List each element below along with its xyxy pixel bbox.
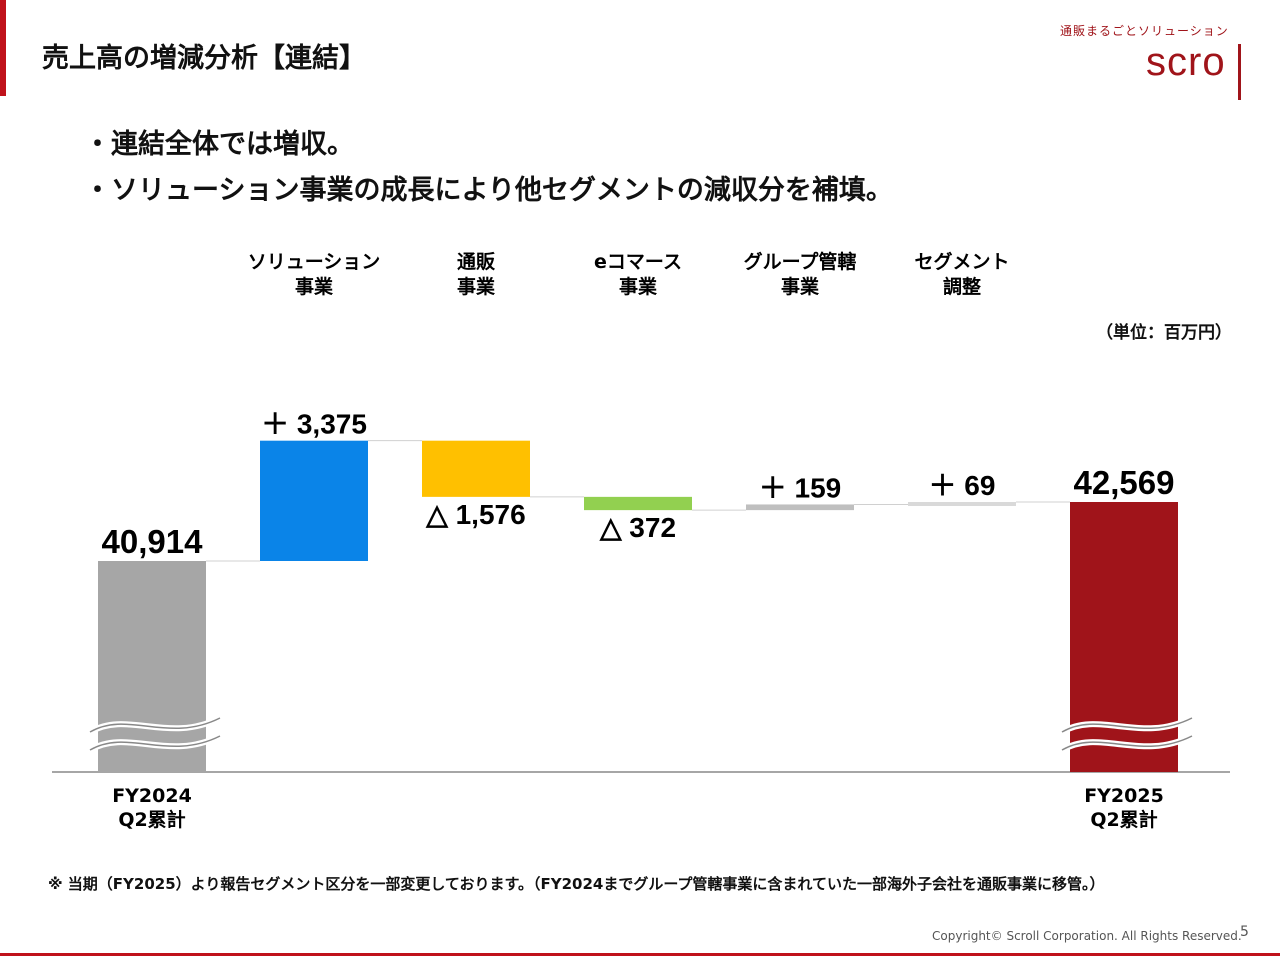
bar-4	[746, 504, 854, 511]
bar-2	[422, 440, 530, 497]
logo-mark	[1238, 44, 1241, 100]
bar-1	[260, 440, 368, 561]
data-label: △ 372	[599, 512, 676, 543]
category-label: 事業	[457, 275, 496, 298]
bar-3	[584, 496, 692, 511]
axis-break-line	[89, 735, 221, 751]
accent-bar	[0, 0, 6, 96]
bullet-item: ・連結全体では増収。	[84, 129, 354, 160]
data-label: △ 1,576	[425, 499, 525, 530]
category-label: 事業	[781, 275, 820, 298]
category-label: eコマース	[594, 251, 682, 273]
bar-5	[908, 501, 1016, 506]
logo-tagline: 通販まるごとソリューション	[1060, 24, 1229, 38]
bottom-rule	[0, 953, 1280, 956]
axis-break-line	[1061, 717, 1193, 733]
logo: scro	[1146, 40, 1226, 84]
bar-6	[1070, 501, 1178, 772]
page-title: 売上高の増減分析【連結】	[42, 43, 366, 74]
category-label: グループ管轄	[744, 250, 857, 273]
bullet-list: ・連結全体では増収。 ・ソリューション事業の成長により他セグメントの減収分を補填…	[84, 122, 893, 214]
bullet-item: ・ソリューション事業の成長により他セグメントの減収分を補填。	[84, 175, 893, 206]
data-label: 40,914	[102, 523, 204, 560]
x-tick-label: FY2025	[1084, 785, 1164, 807]
axis-break-line	[1061, 735, 1193, 751]
category-label: セグメント	[914, 250, 1009, 273]
x-tick-label: FY2024	[112, 785, 192, 807]
data-label: ＋ 159	[759, 472, 842, 503]
category-label: ソリューション	[248, 251, 381, 273]
data-label: 42,569	[1074, 464, 1175, 501]
data-label: ＋ 3,375	[261, 409, 367, 440]
category-label: 通販	[457, 251, 496, 273]
bar-0	[98, 561, 206, 772]
x-tick-label: Q2累計	[118, 808, 185, 831]
page-number: 5	[1240, 924, 1249, 940]
x-tick-label: Q2累計	[1090, 808, 1157, 831]
axis-break-line	[89, 717, 221, 733]
category-label: 事業	[295, 275, 334, 298]
unit-label: （単位：百万円）	[1096, 323, 1232, 343]
copyright: Copyright© Scroll Corporation. All Right…	[932, 929, 1242, 943]
category-label: 調整	[943, 275, 981, 298]
data-label: ＋ 69	[929, 470, 996, 501]
category-label: 事業	[619, 275, 658, 298]
footnote: ※ 当期（FY2025）より報告セグメント区分を一部変更しております。（FY20…	[48, 875, 1105, 893]
